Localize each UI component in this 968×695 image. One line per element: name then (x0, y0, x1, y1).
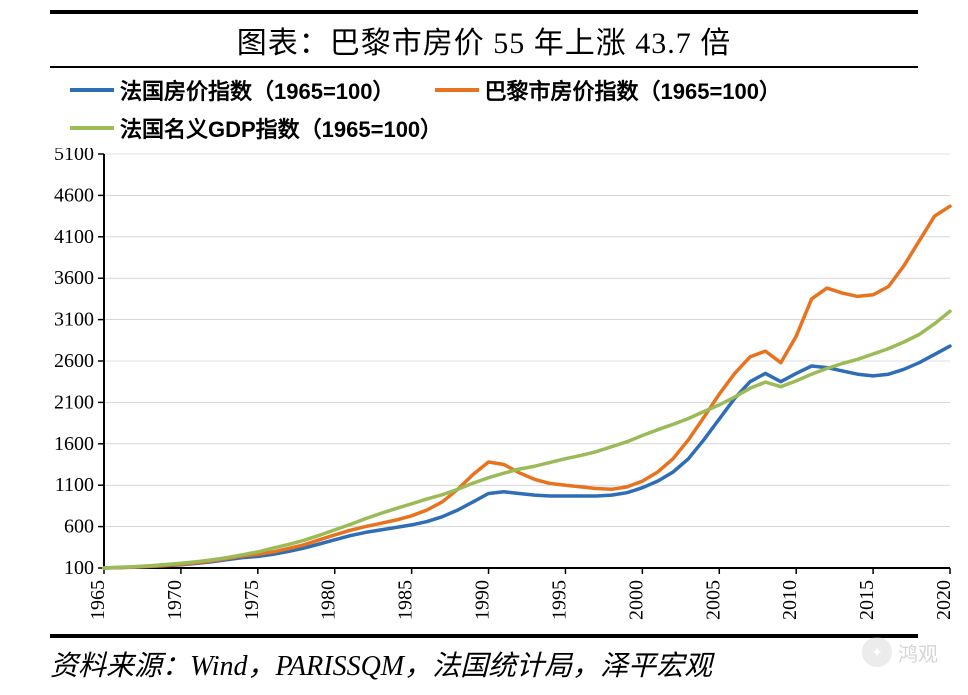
legend-swatch (70, 88, 114, 92)
svg-text:2000: 2000 (625, 580, 647, 620)
legend-label: 巴黎市房价指数（1965=100） (485, 74, 782, 106)
svg-text:2010: 2010 (779, 580, 801, 620)
svg-text:1100: 1100 (55, 474, 94, 496)
svg-text:3100: 3100 (54, 309, 94, 331)
legend-swatch (435, 88, 479, 92)
svg-text:5100: 5100 (54, 148, 94, 165)
chart-plot-area: 100 600 1100 1600 2100 2600 3100 3600 4100 4600 51… (40, 148, 928, 628)
legend: 法国房价指数（1965=100） 巴黎市房价指数（1965=100） 法国名义G… (20, 74, 948, 144)
watermark-text: 鸿观 (898, 638, 938, 667)
chart-container: 图表：巴黎市房价 55 年上涨 43.7 倍 法国房价指数（1965=100） … (0, 0, 968, 695)
svg-text:1600: 1600 (54, 433, 94, 455)
legend-label: 法国房价指数（1965=100） (120, 74, 395, 106)
line-chart-svg: 100 600 1100 1600 2100 2600 3100 3600 4100 4600 51… (40, 148, 968, 628)
svg-text:1975: 1975 (241, 580, 263, 620)
svg-text:2015: 2015 (856, 580, 878, 620)
legend-item-paris-housing: 巴黎市房价指数（1965=100） (435, 74, 782, 106)
watermark: ✦ 鸿观 (862, 637, 938, 667)
svg-text:600: 600 (64, 516, 94, 538)
svg-text:1995: 1995 (548, 580, 570, 620)
svg-text:4100: 4100 (54, 226, 94, 248)
svg-text:2005: 2005 (702, 580, 724, 620)
svg-text:1985: 1985 (395, 580, 417, 620)
legend-label: 法国名义GDP指数（1965=100） (120, 112, 442, 144)
svg-text:1965: 1965 (87, 580, 109, 620)
svg-text:100: 100 (64, 557, 94, 579)
chart-title: 图表：巴黎市房价 55 年上涨 43.7 倍 (237, 27, 732, 60)
svg-text:1970: 1970 (164, 580, 186, 620)
svg-text:2100: 2100 (54, 391, 94, 413)
legend-item-france-gdp: 法国名义GDP指数（1965=100） (70, 112, 442, 144)
source-bar: 资料来源：Wind，PARISSQM，法国统计局，泽平宏观 (50, 634, 918, 684)
legend-swatch (70, 126, 114, 130)
source-text: 资料来源：Wind，PARISSQM，法国统计局，泽平宏观 (50, 651, 712, 682)
svg-text:2020: 2020 (933, 580, 955, 620)
title-bar: 图表：巴黎市房价 55 年上涨 43.7 倍 (50, 10, 918, 68)
svg-text:1980: 1980 (318, 580, 340, 620)
svg-text:2600: 2600 (54, 350, 94, 372)
legend-item-france-housing: 法国房价指数（1965=100） (70, 74, 395, 106)
watermark-icon: ✦ (862, 637, 892, 667)
svg-text:3600: 3600 (54, 267, 94, 289)
svg-text:1990: 1990 (472, 580, 494, 620)
svg-text:4600: 4600 (54, 184, 94, 206)
